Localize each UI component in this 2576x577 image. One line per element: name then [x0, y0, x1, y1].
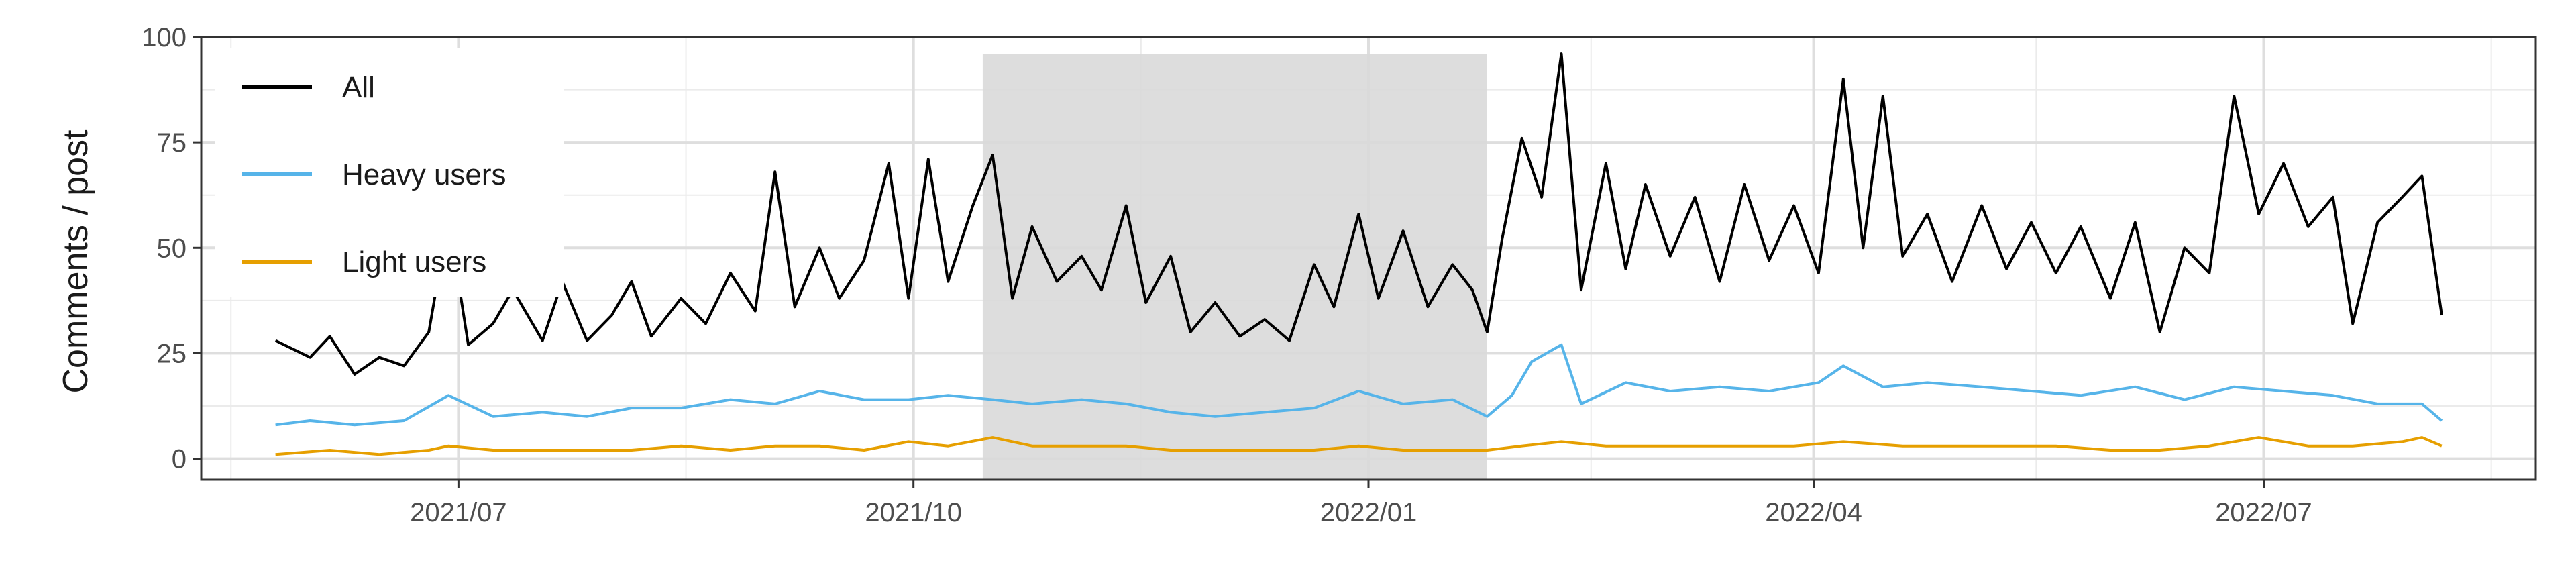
x-tick-label: 2022/04 [1765, 498, 1862, 527]
series-line-all [274, 52, 2443, 376]
y-tick-label: 75 [157, 128, 187, 158]
y-tick-label: 25 [157, 339, 187, 368]
y-tick-label: 0 [172, 445, 186, 474]
x-tick-label: 2021/07 [410, 498, 507, 527]
legend-label-all: All [342, 71, 375, 104]
x-tick-label: 2022/07 [2215, 498, 2312, 527]
legend-label-light-users: Light users [342, 246, 486, 278]
legend-label-heavy-users: Heavy users [342, 158, 506, 191]
y-tick-label: 50 [157, 233, 187, 263]
y-tick-label: 100 [142, 23, 186, 52]
x-tick-label: 2021/10 [865, 498, 962, 527]
shaded-period [982, 54, 1487, 480]
x-tick-label: 2022/01 [1320, 498, 1417, 527]
y-axis-title: Comments / post [56, 129, 95, 394]
legend: All Heavy users Light users [241, 71, 506, 278]
axes: 0 25 50 75 100 2021/07 2021/10 2022/01 2022/04 20… [142, 23, 2312, 527]
series-lines [274, 52, 2443, 456]
series-line-light-users [275, 436, 2443, 456]
series-line-heavy-users [275, 343, 2443, 427]
